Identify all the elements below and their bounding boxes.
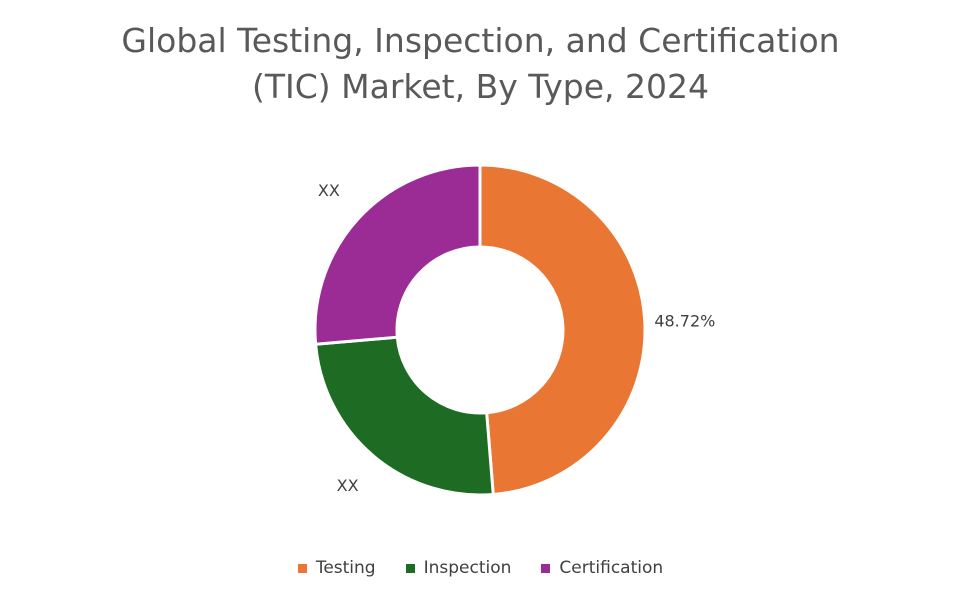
data-label: XX — [318, 181, 340, 200]
legend-swatch — [405, 563, 415, 573]
data-label: 48.72% — [654, 311, 715, 330]
chart-title: Global Testing, Inspection, and Certific… — [121, 21, 840, 106]
legend-item: Inspection — [405, 558, 512, 578]
legend: Testing Inspection Certification — [0, 558, 961, 578]
slice — [313, 335, 495, 497]
legend-label: Inspection — [423, 558, 512, 578]
legend-swatch — [297, 563, 307, 573]
legend-label: Certification — [559, 558, 664, 578]
slice — [313, 163, 482, 346]
slice — [478, 163, 647, 497]
data-label: XX — [337, 476, 359, 495]
legend-item: Testing — [297, 558, 376, 578]
legend-item: Certification — [541, 558, 663, 578]
legend-label: Testing — [315, 558, 376, 578]
legend-swatch — [541, 563, 551, 573]
